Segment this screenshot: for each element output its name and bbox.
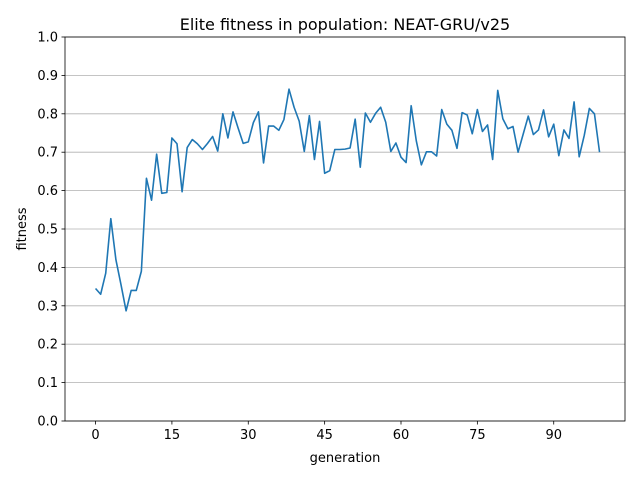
y-tick-label: 0.9 — [37, 69, 58, 84]
x-tick-label: 75 — [469, 428, 486, 443]
y-tick-label: 0.8 — [37, 107, 58, 122]
x-tick-label: 30 — [240, 428, 257, 443]
x-axis-ticks: 0 15 30 45 60 75 90 — [91, 421, 562, 443]
x-tick-label: 60 — [393, 428, 410, 443]
x-axis-label: generation — [310, 451, 381, 466]
x-tick-label: 15 — [164, 428, 181, 443]
series-layer — [94, 88, 601, 312]
y-tick-label: 0.6 — [37, 184, 58, 199]
y-tick-label: 0.1 — [37, 376, 58, 391]
y-tick-label: 0.7 — [37, 146, 58, 161]
y-tick-label: 0.4 — [37, 261, 58, 276]
y-tick-label: 0.0 — [37, 415, 58, 430]
y-axis-ticks: 0.0 0.1 0.2 0.3 0.4 0.5 0.6 0.7 0.8 0.9 1.0 — [37, 31, 65, 430]
y-tick-label: 0.3 — [37, 299, 58, 314]
y-axis-label: fitness — [15, 207, 30, 250]
x-tick-label: 90 — [545, 428, 562, 443]
chart-title: Elite fitness in population: NEAT-GRU/v2… — [180, 15, 510, 34]
y-tick-label: 0.5 — [37, 223, 58, 238]
y-tick-label: 0.2 — [37, 338, 58, 353]
y-tick-label: 1.0 — [37, 31, 58, 46]
x-tick-label: 0 — [91, 428, 99, 443]
x-tick-label: 45 — [316, 428, 333, 443]
series-line-0 — [94, 88, 601, 312]
